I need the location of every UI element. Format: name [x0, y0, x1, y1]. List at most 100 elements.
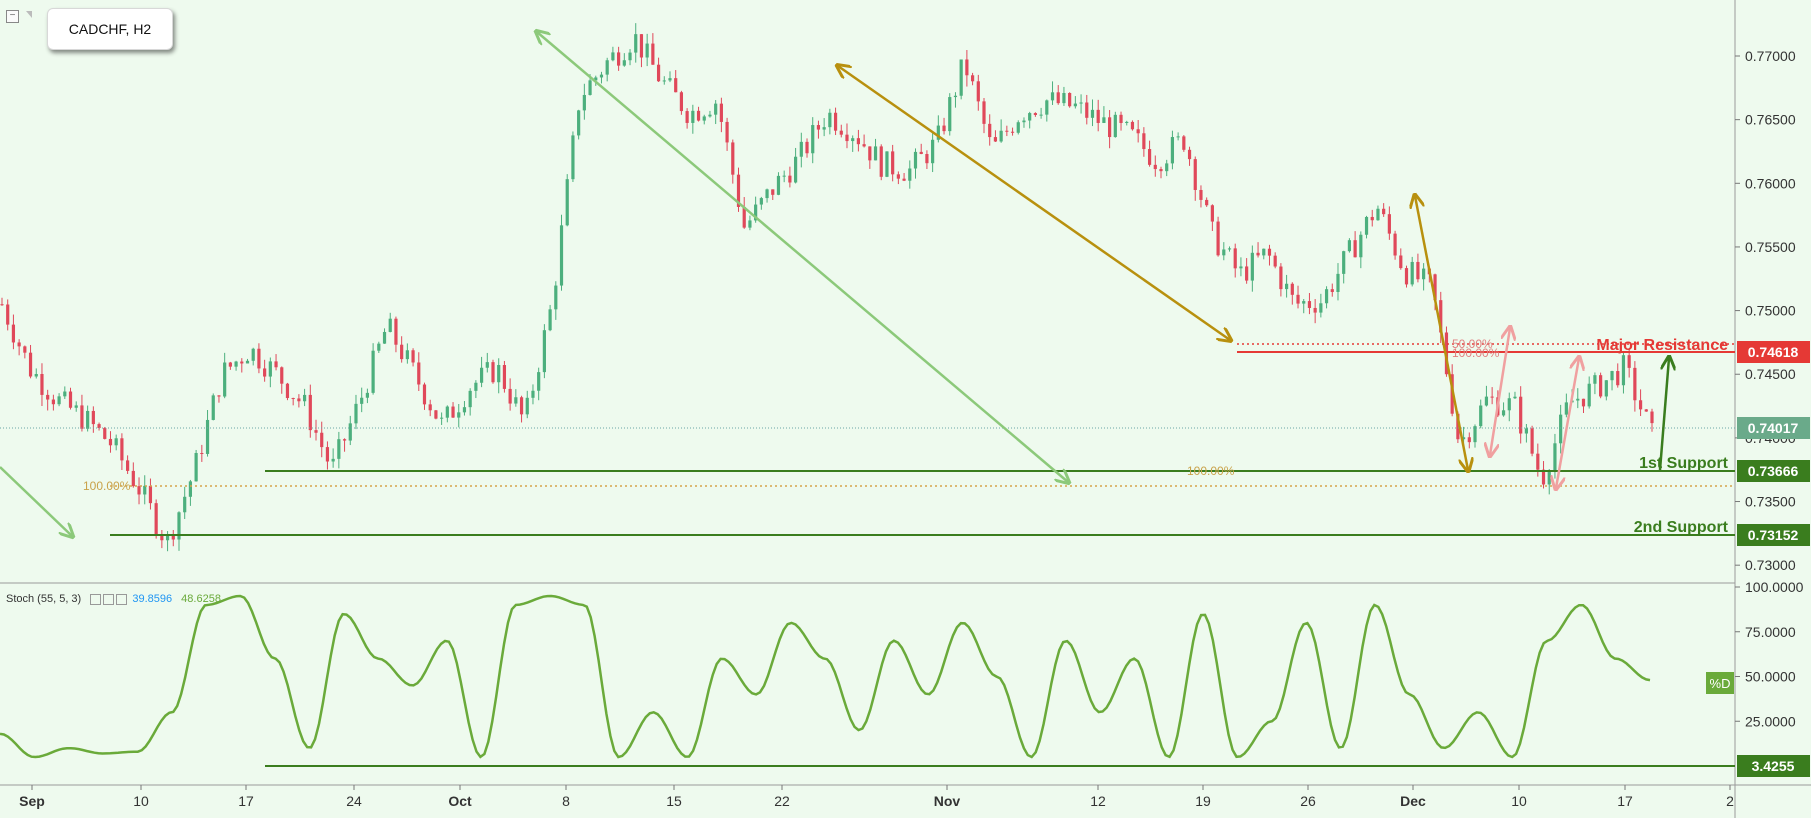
candle-body [1153, 164, 1157, 170]
candle-body [1416, 261, 1420, 280]
candle-body [445, 406, 449, 418]
candle-body [314, 430, 318, 433]
candle-body [1170, 137, 1175, 164]
candle-body [1187, 149, 1192, 160]
symbol-label[interactable]: CADCHF, H2 [47, 8, 173, 50]
candle-body [982, 101, 986, 124]
candle-body [1273, 255, 1277, 267]
candle-body [337, 439, 341, 459]
candle-body [1313, 307, 1317, 313]
candle-body [719, 103, 723, 122]
candle-body [388, 318, 392, 332]
time-tick-label: 10 [133, 793, 149, 809]
candle-body [799, 141, 803, 157]
candle-body [63, 391, 67, 397]
candle-body [1285, 283, 1289, 290]
gold-arrow-dec[interactable] [1415, 196, 1468, 470]
settings-icon[interactable] [90, 593, 102, 605]
candle-body [1108, 117, 1112, 138]
candle-body [428, 404, 432, 411]
candle-body [382, 331, 387, 344]
dark-green-arrow-up[interactable] [1658, 358, 1669, 471]
first-support-price-tag [1737, 460, 1810, 482]
candle-body [776, 175, 781, 195]
candle-body [325, 447, 330, 462]
fib-label-mid: 100.00% [1187, 464, 1235, 478]
candle-body [485, 362, 489, 368]
candle-body [965, 59, 969, 76]
candle-body [371, 350, 375, 393]
close-icon[interactable] [116, 593, 128, 605]
candle-body [268, 361, 272, 377]
candle-body [97, 424, 101, 428]
candle-body [879, 146, 883, 177]
candle-body [571, 135, 575, 180]
candle-body [205, 419, 210, 454]
gold-arrow-top[interactable] [838, 66, 1230, 340]
time-tick-label: 10 [1511, 793, 1527, 809]
candle-body [896, 174, 900, 179]
candle-body [617, 52, 621, 66]
stoch-k-value: 39.8596 [132, 593, 173, 605]
stoch-legend-title: Stoch (55, 5, 3) [6, 593, 82, 605]
candle-body [86, 410, 90, 429]
candle-body [502, 365, 507, 389]
candle-body [1068, 93, 1072, 107]
candle-body [1422, 268, 1426, 280]
candle-body [1016, 122, 1020, 133]
pink-arrow-1[interactable] [1490, 328, 1510, 455]
candle-body [1330, 289, 1334, 292]
price-tick-label: 0.75500 [1745, 239, 1796, 255]
candle-body [833, 112, 838, 131]
candle-body [691, 110, 695, 123]
candle-body [200, 452, 204, 454]
candle-body [1039, 114, 1043, 116]
candle-body [771, 189, 775, 195]
collapse-icon[interactable]: − [6, 10, 19, 23]
candle-body [308, 394, 312, 431]
candle-body [194, 452, 198, 482]
candle-body [902, 178, 906, 181]
stoch-axis[interactable]: 100.0000 75.0000 50.0000 25.0000 [1735, 579, 1804, 729]
candle-body [1519, 396, 1523, 434]
candle-body [1364, 216, 1369, 235]
candle-body [988, 123, 992, 138]
candle-body [274, 361, 278, 368]
candle-body [1387, 214, 1391, 234]
candle-body [1102, 117, 1106, 123]
candle-body [748, 220, 752, 228]
light-green-arrow-diagonal[interactable] [537, 32, 1068, 482]
price-tick-label: 0.76000 [1745, 175, 1796, 191]
candle-body [548, 309, 552, 331]
candle-body [154, 503, 158, 535]
price-axis[interactable]: 0.77000 0.76500 0.76000 0.75500 0.75000 0.745… [1735, 48, 1796, 573]
candle-body [462, 407, 467, 413]
candle-body [891, 151, 895, 175]
candle-body [148, 485, 153, 504]
candle-body [1324, 289, 1329, 304]
candle-body [1113, 114, 1117, 138]
candle-body [1262, 248, 1266, 256]
candle-body [108, 438, 113, 446]
eye-icon[interactable] [103, 593, 115, 605]
pink-arrow-2[interactable] [1556, 358, 1579, 488]
time-axis[interactable]: Sep 10 17 24 Oct 8 15 22 Nov 12 19 26 Dec 10 17 2 [19, 785, 1734, 809]
candle-body [1593, 375, 1597, 384]
candle-body [143, 485, 147, 495]
candle-body [1296, 294, 1300, 304]
candle-body [1239, 266, 1243, 269]
light-green-arrow-left[interactable] [0, 466, 72, 536]
candle-body [46, 394, 50, 400]
candle-body [628, 52, 632, 61]
toggle-icon[interactable] [24, 10, 34, 20]
candle-body [816, 125, 821, 130]
candle-body [554, 285, 558, 310]
candle-body [1467, 437, 1471, 443]
candle-body [1587, 383, 1591, 407]
candle-body [280, 367, 284, 384]
candle-body [634, 34, 638, 53]
candle-body [599, 74, 604, 78]
candle-body [565, 179, 569, 226]
